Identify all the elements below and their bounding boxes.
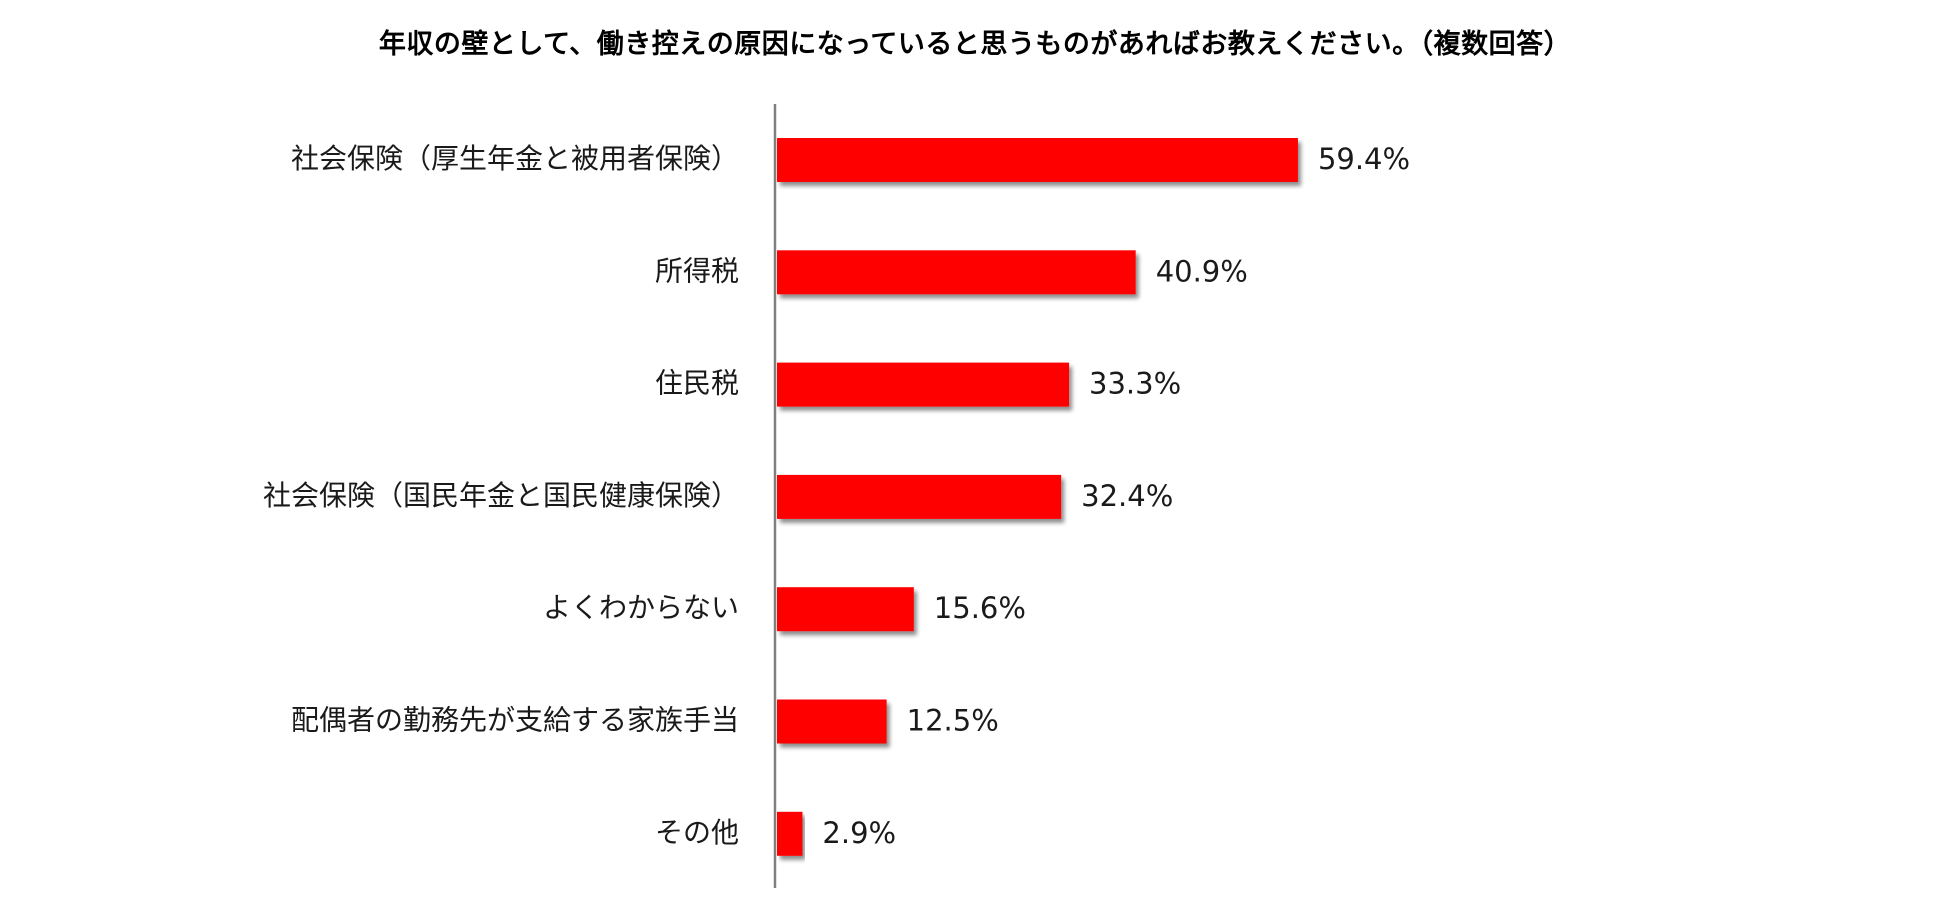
- bar: [777, 362, 1070, 407]
- category-label: 住民税: [655, 367, 739, 400]
- category-label: 所得税: [655, 254, 739, 287]
- bar: [777, 474, 1062, 519]
- chart-title: 年収の壁として、働き控えの原因になっていると思うものがあればお教えください。（複…: [378, 29, 1572, 60]
- labels-layer: 社会保険（厚生年金と被用者保険） 59.4% 所得税 40.9% 住民税 33.3% 社会保…: [263, 142, 1410, 850]
- bars-layer: [777, 138, 1298, 856]
- value-label: 32.4%: [1081, 479, 1173, 513]
- category-label: 社会保険（国民年金と国民健康保険）: [263, 479, 739, 512]
- bar: [777, 699, 887, 744]
- category-label: よくわからない: [543, 591, 739, 624]
- category-label: 社会保険（厚生年金と被用者保険）: [291, 142, 739, 175]
- bar: [777, 250, 1136, 295]
- value-label: 2.9%: [822, 816, 896, 850]
- bar: [777, 587, 914, 632]
- value-label: 12.5%: [907, 704, 999, 738]
- bar: [777, 138, 1298, 182]
- value-label: 40.9%: [1156, 254, 1248, 288]
- category-label: その他: [655, 816, 739, 849]
- category-label: 配偶者の勤務先が支給する家族手当: [291, 704, 739, 737]
- value-label: 15.6%: [934, 591, 1026, 625]
- bar: [777, 811, 803, 856]
- value-label: 33.3%: [1089, 367, 1181, 401]
- value-label: 59.4%: [1318, 142, 1410, 176]
